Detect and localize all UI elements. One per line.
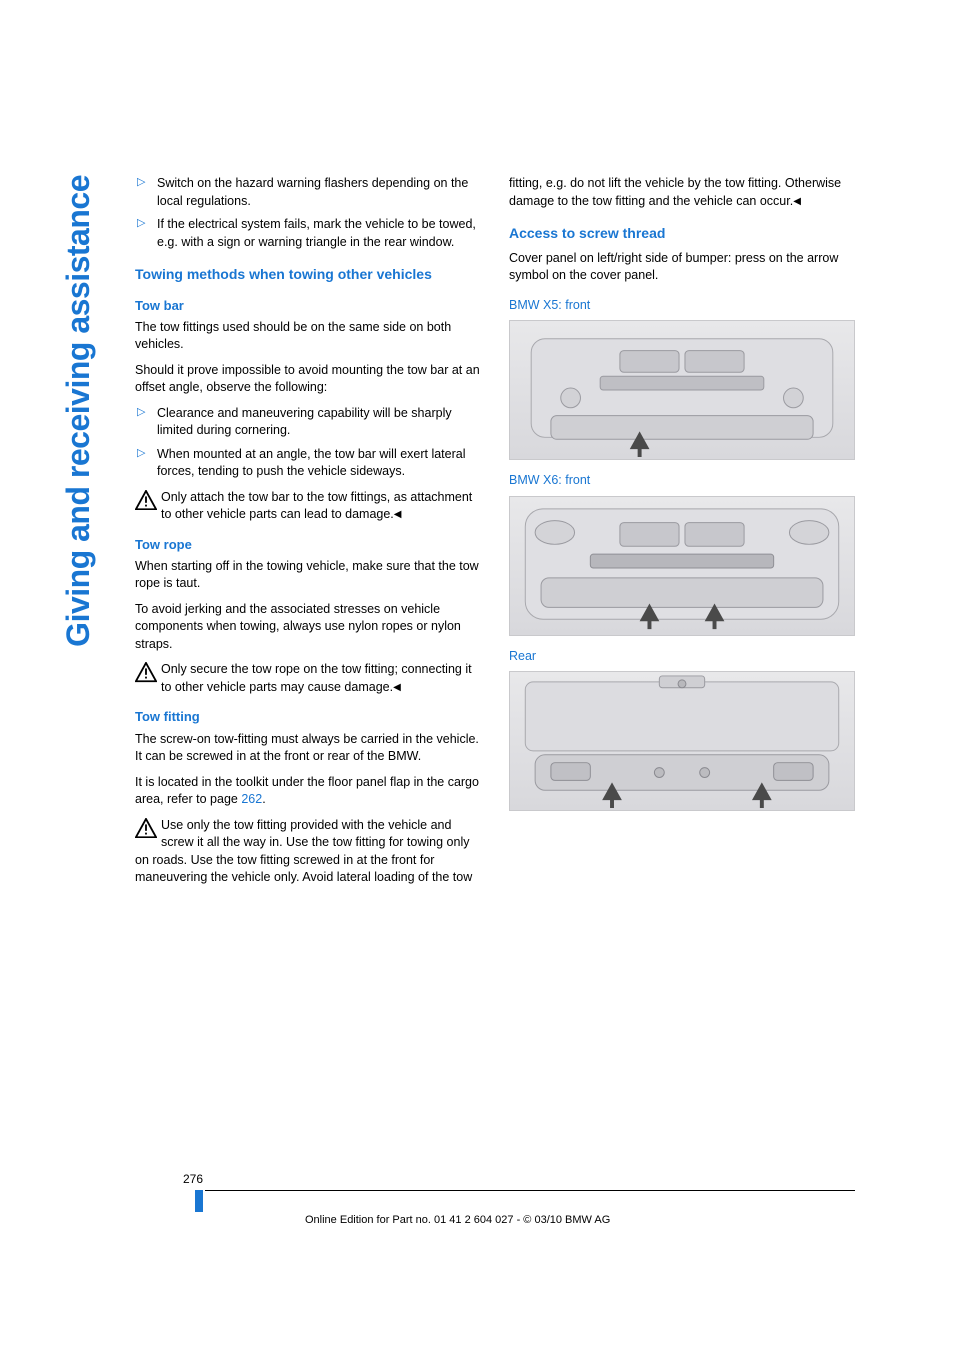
- figure-x5-front: [509, 320, 855, 460]
- warning-block: Use only the tow fitting provided with t…: [135, 817, 481, 887]
- paragraph: The tow fittings used should be on the s…: [135, 319, 481, 354]
- list-item: Switch on the hazard warning flashers de…: [135, 175, 481, 210]
- paragraph: Should it prove impossible to avoid moun…: [135, 362, 481, 397]
- warning-text: Only attach the tow bar to the tow fitti…: [161, 490, 472, 522]
- heading-rear: Rear: [509, 648, 855, 666]
- warning-block: Only secure the tow rope on the tow fitt…: [135, 661, 481, 696]
- paragraph: To avoid jerking and the associated stre…: [135, 601, 481, 654]
- figure-x6-front: [509, 496, 855, 636]
- warning-text: Only secure the tow rope on the tow fitt…: [161, 662, 472, 694]
- vehicle-rear-illustration: [510, 672, 854, 810]
- end-marker-icon: ◀: [394, 508, 402, 522]
- footer-rule: [135, 1190, 855, 1212]
- heading-tow-rope: Tow rope: [135, 536, 481, 554]
- heading-towing-methods: Towing methods when towing other vehicle…: [135, 265, 481, 285]
- section-running-head: Giving and receiving assistance: [60, 175, 97, 647]
- paragraph: Cover panel on left/right side of bumper…: [509, 250, 855, 285]
- list-item: When mounted at an angle, the tow bar wi…: [135, 446, 481, 481]
- page-footer: 276 Online Edition for Part no. 01 41 2 …: [135, 1172, 855, 1226]
- paragraph: The screw-on tow-fitting must always be …: [135, 731, 481, 766]
- warning-icon: [135, 490, 157, 510]
- heading-access-screw-thread: Access to screw thread: [509, 224, 855, 244]
- end-marker-icon: ◀: [393, 681, 401, 695]
- warning-icon: [135, 818, 157, 838]
- vehicle-front-illustration: [510, 497, 854, 635]
- right-column: fitting, e.g. do not lift the vehicle by…: [509, 175, 855, 897]
- intro-list: Switch on the hazard warning flashers de…: [135, 175, 481, 251]
- page-number: 276: [183, 1172, 855, 1186]
- footer-tab-icon: [195, 1190, 203, 1212]
- text-run: .: [262, 792, 265, 806]
- warning-block: Only attach the tow bar to the tow fitti…: [135, 489, 481, 524]
- page-xref-link[interactable]: 262: [241, 792, 262, 806]
- paragraph: When starting off in the towing vehicle,…: [135, 558, 481, 593]
- vehicle-front-illustration: [510, 321, 854, 459]
- footer-edition-line: Online Edition for Part no. 01 41 2 604 …: [305, 1214, 855, 1226]
- list-item: If the electrical system fails, mark the…: [135, 216, 481, 251]
- list-item: Clearance and maneuvering capability wil…: [135, 405, 481, 440]
- end-marker-icon: ◀: [793, 195, 801, 209]
- page-body: Switch on the hazard warning flashers de…: [135, 175, 855, 897]
- tow-bar-list: Clearance and maneuvering capability wil…: [135, 405, 481, 481]
- continuation-paragraph: fitting, e.g. do not lift the vehicle by…: [509, 175, 855, 210]
- figure-rear: [509, 671, 855, 811]
- heading-x5-front: BMW X5: front: [509, 297, 855, 315]
- text-run: It is located in the toolkit under the f…: [135, 775, 479, 807]
- heading-tow-bar: Tow bar: [135, 297, 481, 315]
- text-run: fitting, e.g. do not lift the vehicle by…: [509, 176, 841, 208]
- warning-text: Use only the tow fitting provided with t…: [135, 818, 472, 885]
- heading-tow-fitting: Tow fitting: [135, 708, 481, 726]
- left-column: Switch on the hazard warning flashers de…: [135, 175, 481, 897]
- heading-x6-front: BMW X6: front: [509, 472, 855, 490]
- paragraph: It is located in the toolkit under the f…: [135, 774, 481, 809]
- warning-icon: [135, 662, 157, 682]
